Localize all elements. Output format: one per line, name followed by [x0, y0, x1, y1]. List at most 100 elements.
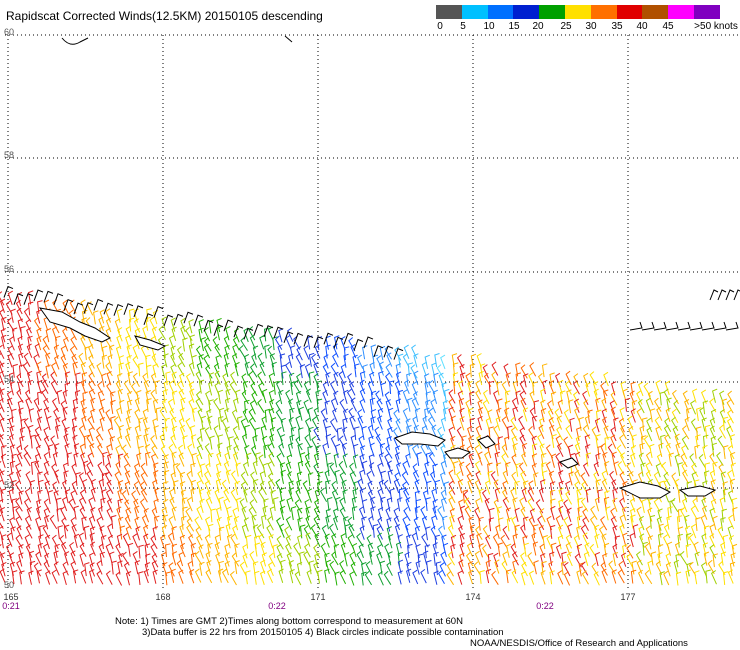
latitude-label: 58 — [4, 150, 15, 160]
wind-barb — [229, 381, 238, 396]
wind-barb — [406, 534, 412, 549]
wind-barb — [519, 427, 526, 442]
wind-barb — [668, 452, 674, 467]
wind-barb — [401, 471, 410, 486]
colorbar-label: 10 — [483, 21, 495, 32]
wind-barb — [225, 469, 232, 484]
wind-barb — [600, 561, 608, 576]
wind-barb — [686, 407, 692, 422]
wind-barb — [252, 460, 258, 475]
wind-barb — [89, 552, 95, 567]
wind-barb — [359, 379, 366, 395]
wind-barb — [437, 569, 445, 585]
wind-barb — [672, 425, 679, 441]
wind-barb — [299, 551, 305, 566]
wind-barb — [664, 380, 671, 395]
wind-barb — [233, 328, 240, 343]
wind-barb — [656, 516, 663, 531]
wind-barb — [575, 435, 581, 451]
wind-barb — [0, 461, 4, 476]
wind-barb — [458, 398, 465, 413]
wind-barb — [432, 389, 439, 405]
wind-barb — [369, 442, 375, 457]
wind-barb — [631, 400, 638, 415]
wind-barb — [329, 463, 337, 478]
wind-barb — [466, 425, 473, 441]
wind-barb — [0, 552, 6, 567]
wind-barb — [313, 462, 321, 478]
wind-barb — [540, 388, 546, 403]
wind-barb — [698, 454, 707, 469]
wind-barb — [36, 309, 42, 324]
wind-barb — [224, 408, 230, 423]
wind-barb — [456, 471, 463, 486]
wind-barb — [179, 424, 186, 440]
wind-barb — [34, 460, 41, 475]
wind-barb — [149, 316, 157, 331]
wind-barb — [188, 381, 194, 396]
wind-barb — [268, 534, 274, 549]
wind-barb — [488, 517, 495, 532]
wind-barb — [314, 532, 321, 548]
wind-barb — [216, 506, 222, 522]
wind-barb — [365, 561, 373, 576]
colorbar-label: 25 — [560, 21, 572, 32]
wind-barb — [101, 345, 108, 360]
contaminated-barb — [153, 305, 164, 318]
wind-barb — [99, 525, 105, 540]
wind-barb — [539, 443, 545, 458]
wind-barb — [161, 552, 167, 567]
wind-barb — [676, 515, 683, 529]
wind-barb — [467, 380, 473, 396]
wind-barb — [479, 570, 485, 584]
wind-barb — [585, 488, 592, 503]
wind-barb — [84, 562, 90, 577]
wind-barb — [28, 570, 34, 585]
wind-barb — [467, 407, 474, 423]
wind-barb — [171, 551, 178, 566]
wind-barb — [343, 552, 350, 567]
wind-barb — [6, 390, 13, 406]
wind-barb — [145, 553, 151, 568]
wind-barb — [397, 534, 403, 549]
wind-barb — [229, 571, 237, 586]
wind-barb — [107, 534, 114, 550]
wind-barb — [386, 352, 393, 367]
wind-barb — [699, 406, 706, 422]
wind-barb — [417, 553, 424, 568]
wind-barb — [533, 560, 539, 575]
wind-barb — [630, 408, 636, 423]
wind-barb — [61, 479, 68, 495]
wind-barb — [356, 532, 364, 547]
wind-barb — [527, 552, 535, 567]
wind-barb — [198, 488, 205, 503]
contaminated-barb — [253, 323, 264, 336]
wind-barb — [685, 532, 692, 547]
wind-barb — [451, 353, 458, 368]
wind-barb — [295, 353, 303, 368]
wind-barb — [8, 471, 15, 487]
wind-barb — [230, 488, 238, 503]
wind-barb — [657, 508, 663, 523]
wind-barb — [475, 470, 482, 486]
wind-barb — [712, 388, 718, 403]
wind-barb — [116, 308, 123, 323]
wind-barb — [97, 506, 104, 521]
wind-barb — [705, 569, 711, 584]
wind-barb — [254, 570, 260, 585]
wind-barb — [502, 469, 509, 485]
wind-barb — [196, 534, 203, 549]
wind-barb — [298, 406, 305, 421]
wind-barb — [638, 452, 645, 467]
wind-barb — [115, 345, 122, 361]
wind-barb — [171, 416, 177, 432]
wind-barb — [604, 490, 610, 505]
wind-barb — [207, 523, 214, 538]
wind-barb — [590, 505, 598, 520]
wind-barb — [343, 516, 349, 531]
wind-barb — [361, 499, 368, 514]
wind-barb — [198, 319, 204, 334]
wind-barb — [341, 442, 348, 457]
wind-barb — [254, 427, 260, 442]
wind-barb — [675, 442, 681, 457]
